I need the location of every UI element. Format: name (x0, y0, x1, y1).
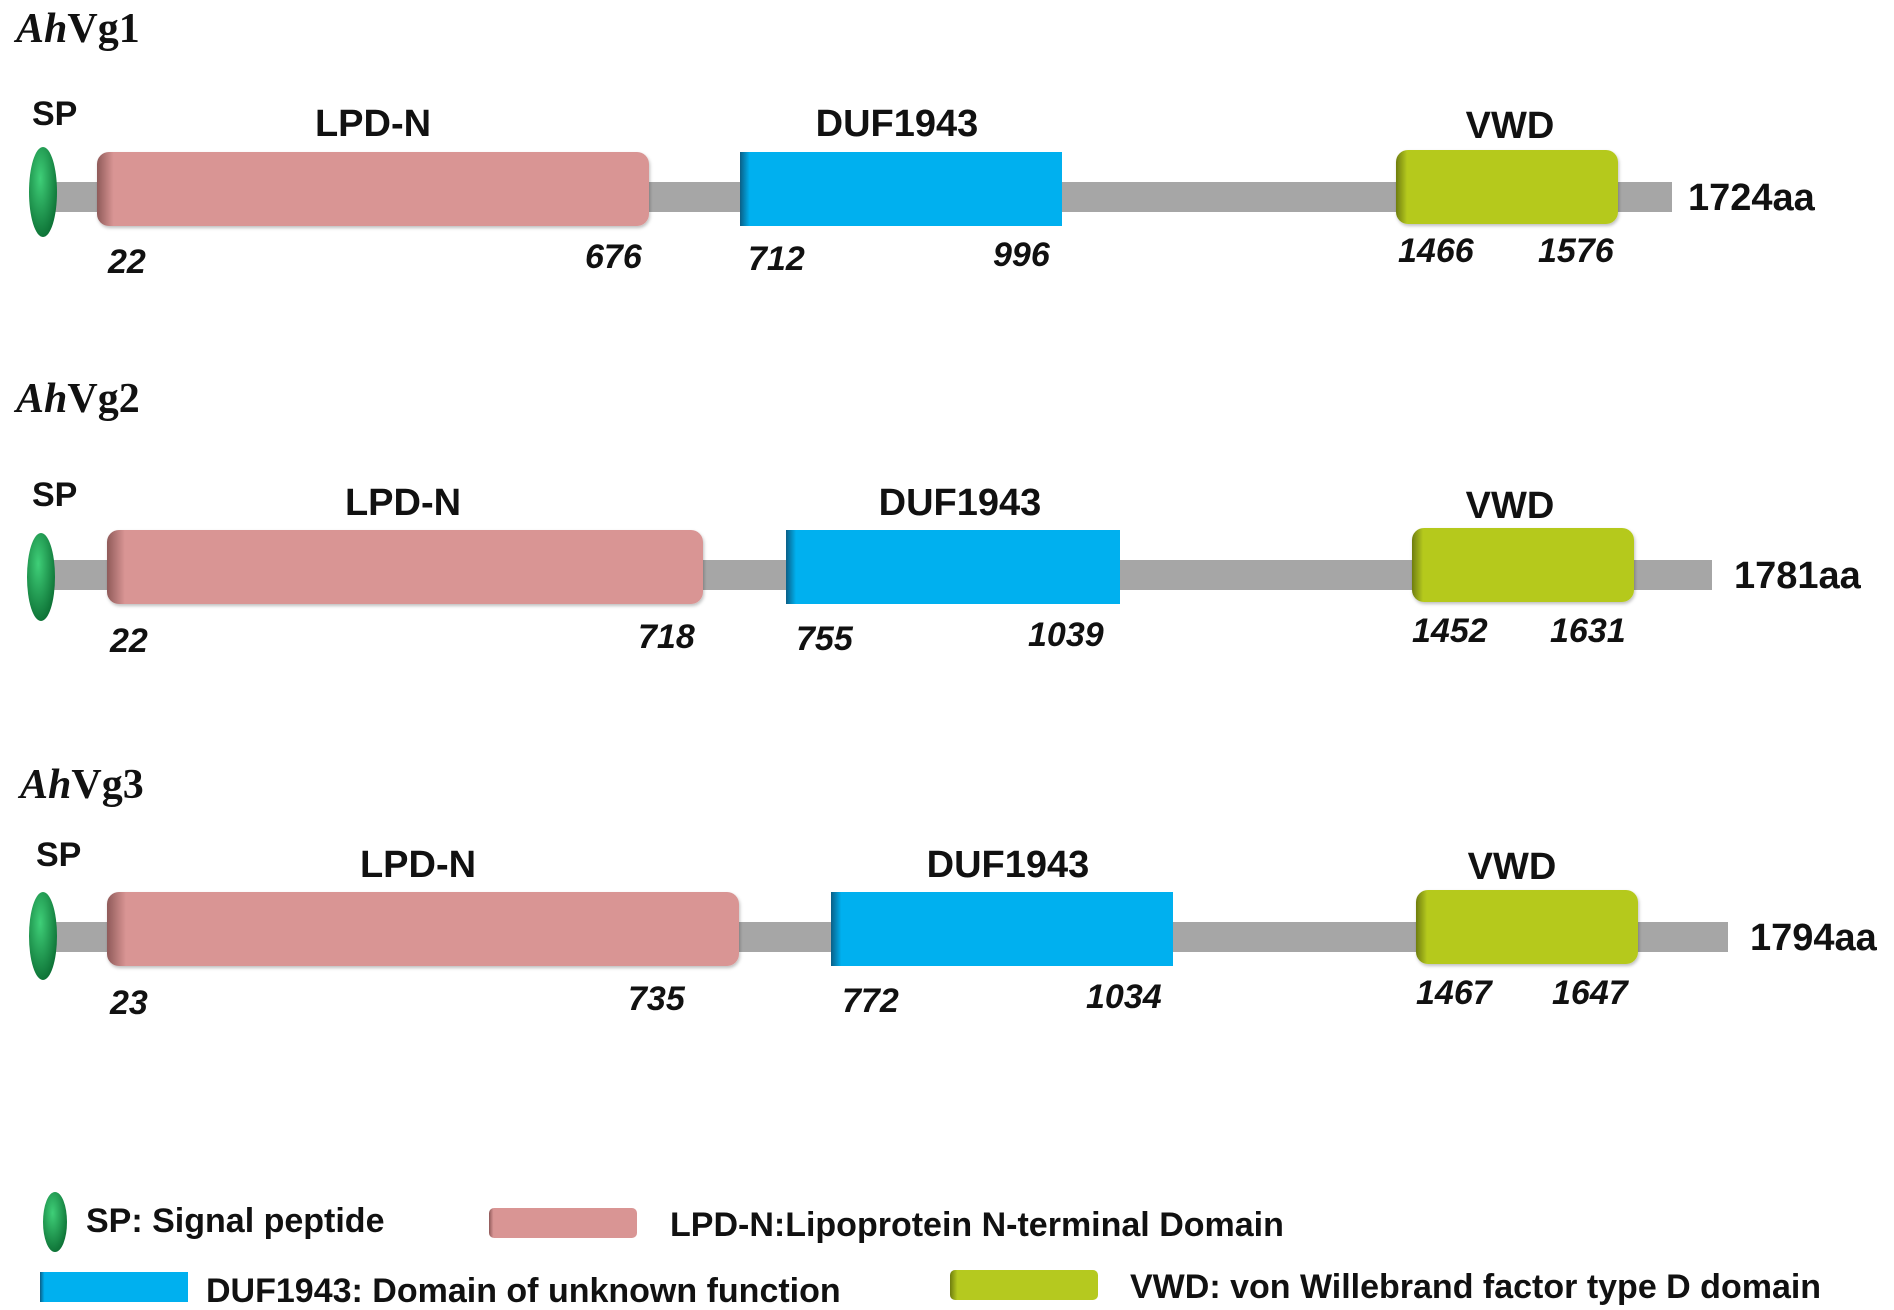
position-end: 1576 (1538, 232, 1615, 270)
position-end: 718 (638, 618, 695, 656)
domain-label: VWD (1466, 485, 1555, 527)
position-end: 676 (585, 238, 643, 276)
signal-peptide (27, 533, 55, 621)
protein-title-rest: Vg2 (67, 376, 139, 422)
position-start: 22 (109, 622, 148, 660)
position-start: 23 (109, 984, 148, 1022)
legend-label-vwd: VWD: von Willebrand factor type D domain (1130, 1268, 1821, 1306)
protein-row: AhVg1 SP LPD-N DUF1943 VWD 22 676 712 99… (13, 6, 1816, 281)
position-end: 1039 (1028, 616, 1104, 654)
sp-label: SP (32, 95, 77, 133)
protein-title: AhVg1 (13, 6, 140, 52)
legend-label-duf1943: DUF1943: Domain of unknown function (206, 1272, 841, 1310)
legend-label-lpdn: LPD-N:Lipoprotein N-terminal Domain (670, 1206, 1284, 1244)
length-label: 1724aa (1688, 177, 1816, 219)
position-end: 735 (628, 980, 686, 1018)
domain-duf1943 (831, 892, 1173, 966)
legend-swatch-duf1943 (40, 1272, 188, 1302)
domain-label: LPD-N (315, 103, 431, 145)
length-label: 1794aa (1750, 917, 1878, 959)
domain-vwd (1416, 890, 1638, 964)
protein-title: AhVg2 (13, 376, 140, 422)
domain-label: LPD-N (360, 844, 476, 886)
legend-swatch-vwd (950, 1270, 1098, 1300)
domain-label: LPD-N (345, 482, 461, 524)
domain-lpdn (107, 530, 703, 604)
domain-duf1943 (786, 530, 1120, 604)
domain-label: VWD (1466, 105, 1555, 147)
protein-title: AhVg3 (17, 762, 144, 808)
legend: SP: Signal peptide LPD-N:Lipoprotein N-t… (40, 1192, 1821, 1310)
position-start: 755 (796, 620, 854, 658)
position-end: 1034 (1086, 978, 1162, 1016)
domain-label: DUF1943 (879, 482, 1042, 524)
sp-label: SP (32, 476, 77, 514)
protein-title-italic: Ah (13, 376, 67, 422)
domain-vwd (1396, 150, 1618, 224)
domain-duf1943 (740, 152, 1062, 226)
length-label: 1781aa (1734, 555, 1862, 597)
position-start: 1466 (1398, 232, 1475, 270)
domain-lpdn (107, 892, 739, 966)
signal-peptide (29, 147, 57, 237)
sp-label: SP (36, 836, 81, 874)
protein-row: AhVg3 SP LPD-N DUF1943 VWD 23 735 772 10… (17, 762, 1878, 1022)
position-start: 22 (107, 243, 146, 281)
protein-title-italic: Ah (13, 6, 67, 52)
position-end: 1631 (1550, 612, 1626, 650)
position-start: 772 (842, 982, 899, 1020)
position-end: 996 (993, 236, 1051, 274)
domain-label: VWD (1468, 846, 1557, 888)
domain-label: DUF1943 (816, 103, 979, 145)
protein-title-rest: Vg3 (71, 762, 143, 808)
position-end: 1647 (1552, 974, 1630, 1012)
protein-title-italic: Ah (17, 762, 71, 808)
legend-label-sp: SP: Signal peptide (86, 1202, 384, 1240)
protein-title-rest: Vg1 (67, 6, 139, 52)
signal-peptide (29, 892, 57, 980)
domain-label: DUF1943 (927, 844, 1090, 886)
domain-vwd (1412, 528, 1634, 602)
position-start: 712 (748, 240, 805, 278)
position-start: 1467 (1416, 974, 1494, 1012)
position-start: 1452 (1412, 612, 1488, 650)
domain-lpdn (97, 152, 649, 226)
legend-swatch-lpdn (489, 1208, 637, 1238)
legend-swatch-sp (43, 1192, 67, 1252)
protein-row: AhVg2 SP LPD-N DUF1943 VWD 22 718 755 10… (13, 376, 1862, 660)
